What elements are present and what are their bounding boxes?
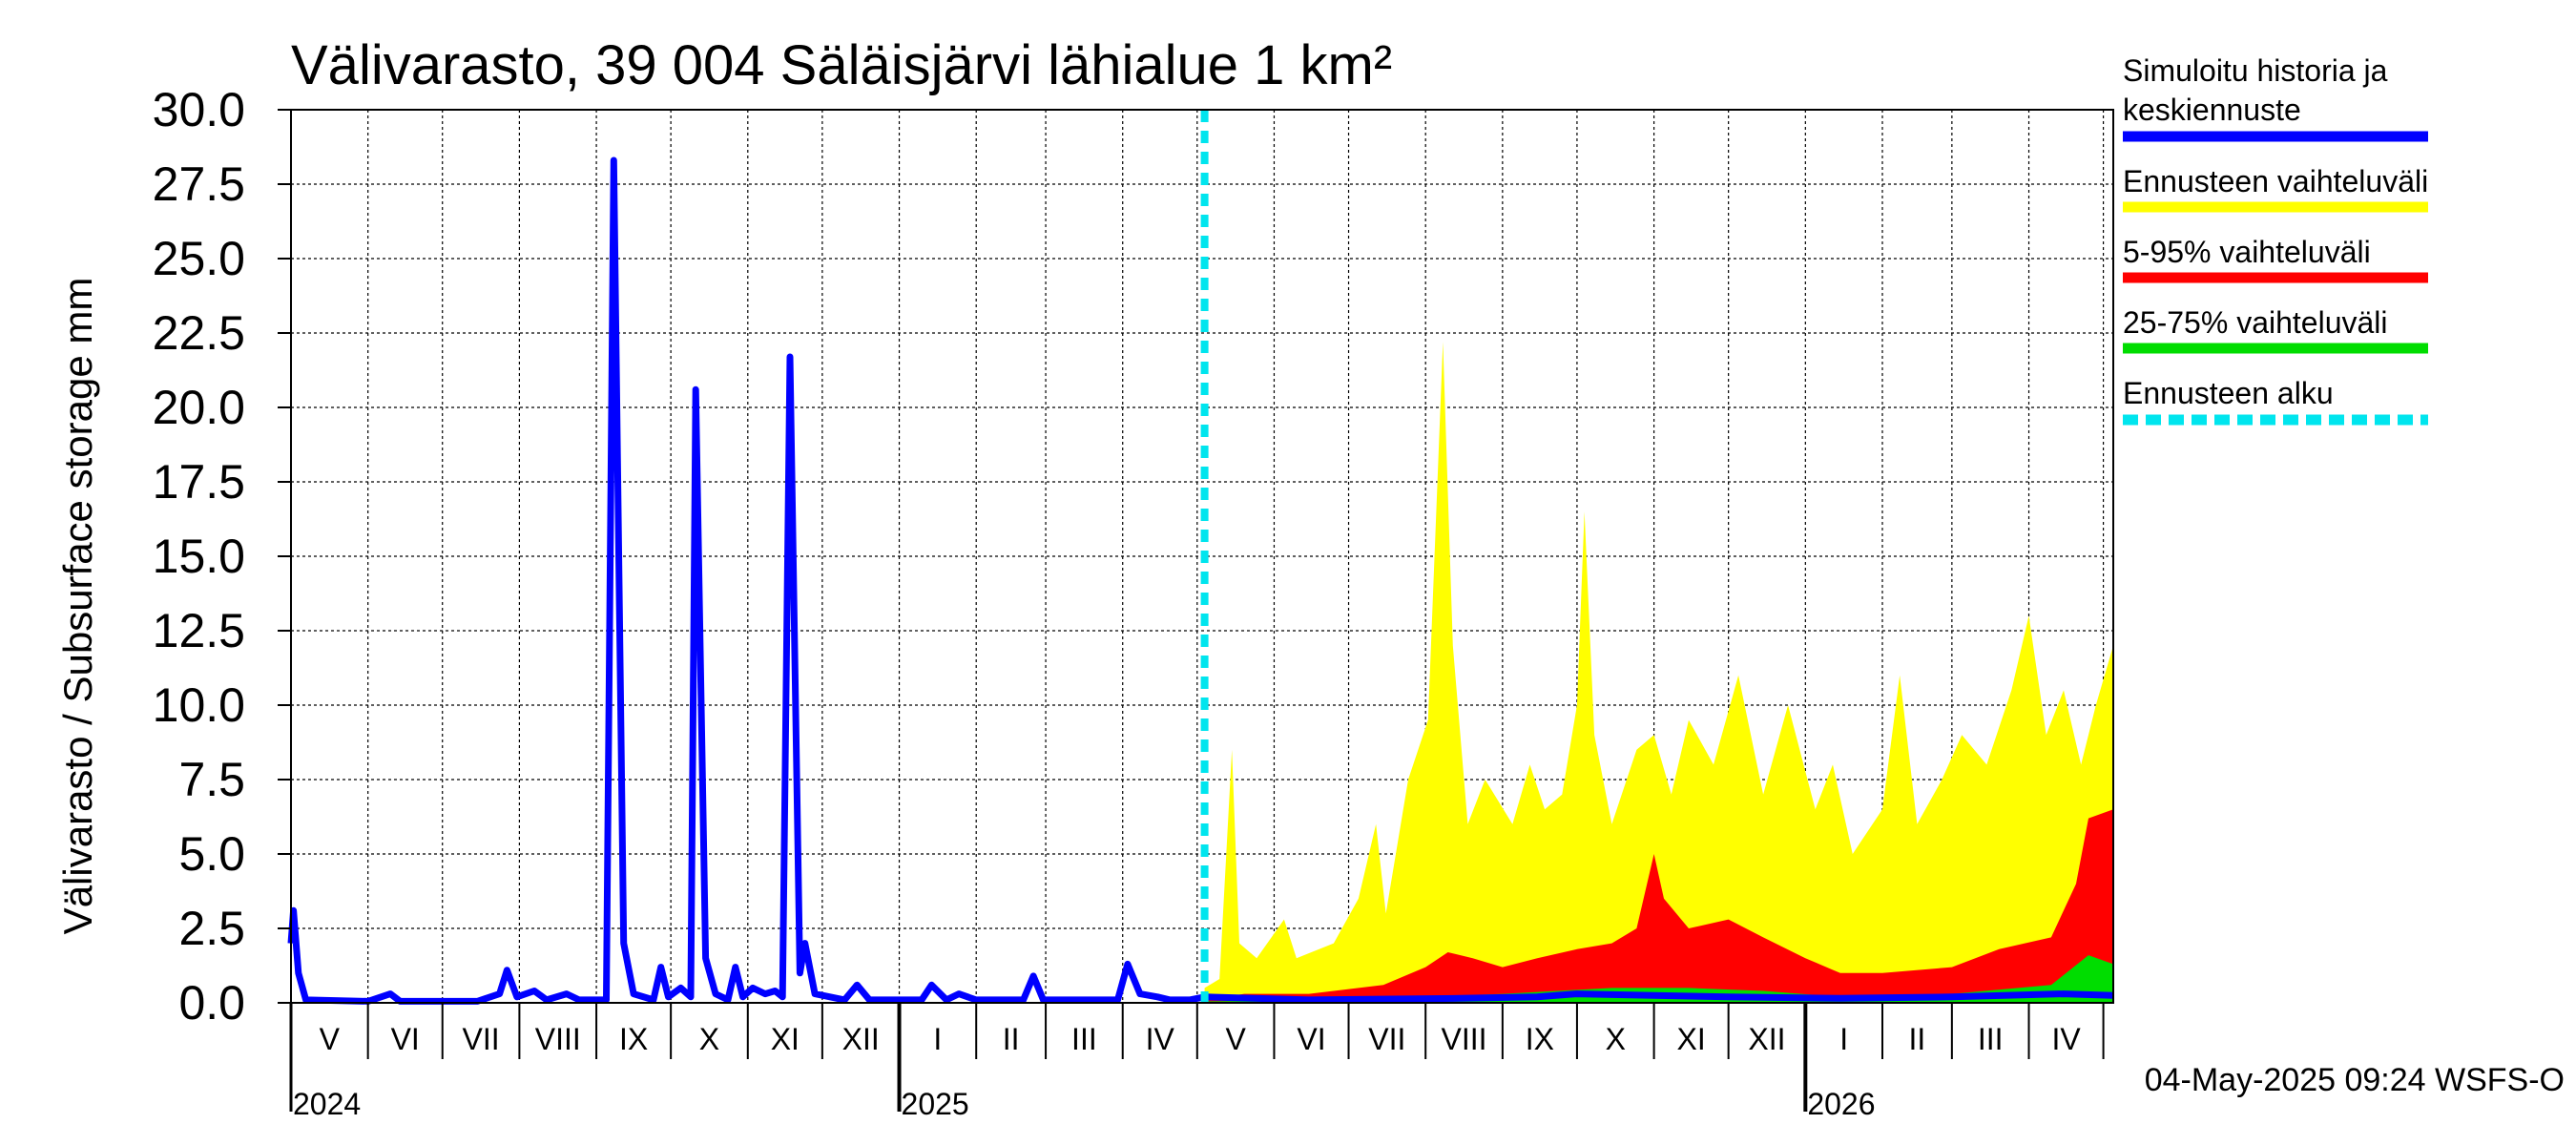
month-label: VII (463, 1022, 500, 1056)
timestamp: 04-May-2025 09:24 WSFS-O (2145, 1062, 2565, 1098)
month-label: XII (842, 1022, 880, 1056)
year-label: 2024 (293, 1087, 361, 1121)
month-label: III (1978, 1022, 2004, 1056)
month-label: IX (1526, 1022, 1554, 1056)
year-label: 2025 (902, 1087, 969, 1121)
y-axis-label: Välivarasto / Subsurface storage mm (55, 278, 100, 935)
month-label: XI (1677, 1022, 1706, 1056)
month-label: II (1003, 1022, 1020, 1056)
series-line-simulated (287, 156, 2114, 1005)
month-label: VIII (535, 1022, 581, 1056)
month-label: VI (391, 1022, 420, 1056)
legend-label: Simuloitu historia ja keskiennuste (2123, 53, 2388, 127)
month-label: V (1225, 1022, 1246, 1056)
legend-label: 25-75% vaihteluväli (2123, 305, 2388, 340)
chart-title: Välivarasto, 39 004 Säläisjärvi lähialue… (291, 34, 1392, 96)
legend-label: 5-95% vaihteluväli (2123, 235, 2371, 269)
legend-label: Ennusteen vaihteluväli (2123, 164, 2428, 198)
month-label: XI (771, 1022, 800, 1056)
month-label: III (1071, 1022, 1097, 1056)
month-label: VI (1297, 1022, 1325, 1056)
month-label: IX (619, 1022, 648, 1056)
y-axis: 0.0 2.5 5.0 7.5 10.0 12.5 15.0 17.5 20.0 22.5 25.0… (153, 83, 291, 1030)
month-label: II (1909, 1022, 1926, 1056)
y-tick-label: 2.5 (178, 902, 245, 955)
y-tick-label: 25.0 (153, 232, 245, 285)
x-axis: V VI VII VIII IX X XI XII I II III IV V VI VII VIII IX X X… (289, 1003, 2105, 1121)
month-label: X (1606, 1022, 1626, 1056)
month-label: X (699, 1022, 719, 1056)
y-tick-label: 22.5 (153, 306, 245, 360)
plot-area (287, 109, 2114, 1005)
year-label: 2026 (1807, 1087, 1875, 1121)
month-label: IV (1146, 1022, 1175, 1056)
month-label: I (933, 1022, 942, 1056)
y-tick-label: 15.0 (153, 530, 245, 583)
y-tick-label: 27.5 (153, 157, 245, 211)
y-tick-label: 20.0 (153, 381, 245, 434)
legend-label-line: Simuloitu historia ja (2123, 53, 2388, 88)
y-tick-label: 10.0 (153, 678, 245, 732)
legend-label-line: keskiennuste (2123, 93, 2301, 127)
legend-label: Ennusteen alku (2123, 376, 2334, 410)
month-label: VII (1368, 1022, 1405, 1056)
month-label: V (320, 1022, 341, 1056)
y-tick-label: 17.5 (153, 455, 245, 509)
band-ennusteen-vaihteluv-li (1204, 342, 2113, 1003)
month-label: XII (1748, 1022, 1785, 1056)
month-label: VIII (1442, 1022, 1487, 1056)
y-tick-label: 7.5 (178, 753, 245, 806)
lines (287, 110, 2114, 1005)
band-5-95-vaihteluv-li (1204, 809, 2113, 1003)
y-tick-label: 30.0 (153, 83, 245, 136)
y-tick-label: 5.0 (178, 827, 245, 881)
y-tick-label: 0.0 (178, 976, 245, 1030)
month-label: IV (2051, 1022, 2081, 1056)
y-tick-label: 12.5 (153, 604, 245, 657)
legend: Simuloitu historia ja keskiennuste Ennuste… (2123, 53, 2428, 426)
month-label: I (1839, 1022, 1848, 1056)
